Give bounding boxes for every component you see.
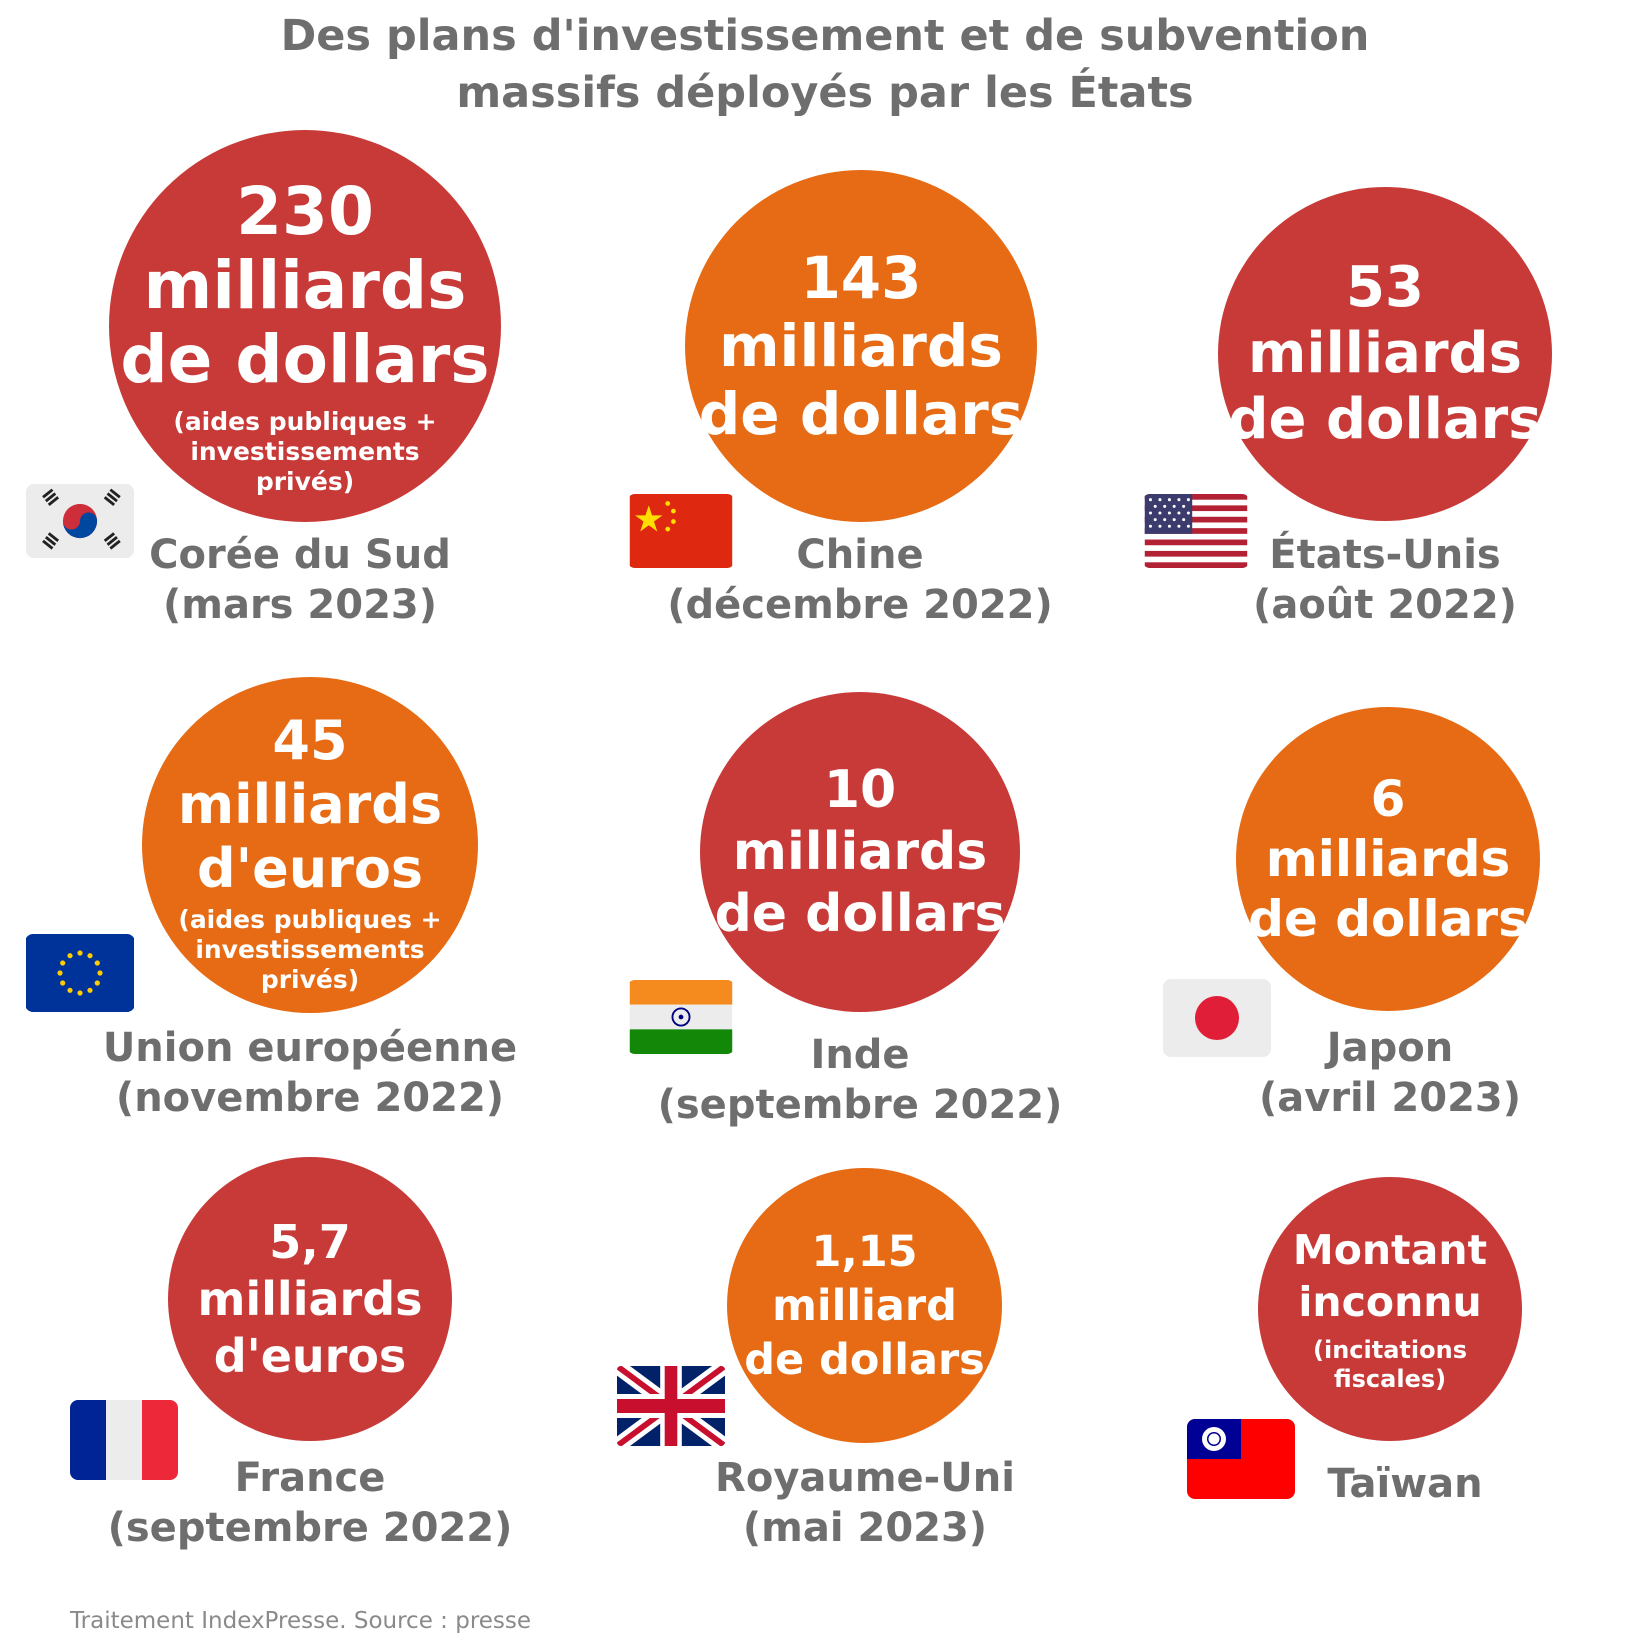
- bubble-france: 5,7 milliards d'euros: [168, 1157, 452, 1441]
- amount-unit: de dollars: [744, 1334, 985, 1385]
- amount-unit: milliards: [1265, 830, 1511, 888]
- taiwan-flag: [1187, 1419, 1295, 1499]
- amount-value: 6: [1370, 770, 1406, 828]
- country-name: États-Unis: [1269, 532, 1501, 578]
- country-label-france: France (septembre 2022): [90, 1453, 530, 1553]
- amount-unit: milliards: [143, 247, 467, 324]
- source-note: Traitement IndexPresse. Source : presse: [70, 1608, 532, 1634]
- title-line-1: Des plans d'investissement et de subvent…: [280, 11, 1370, 61]
- amount-unit: milliards: [177, 773, 443, 836]
- amount-note: privés): [260, 965, 360, 994]
- bubble-uk: 1,15 milliard de dollars: [727, 1168, 1002, 1443]
- country-date: (mars 2023): [162, 582, 438, 628]
- amount-unit: milliards: [732, 822, 988, 882]
- country-name: Taïwan: [1327, 1461, 1483, 1507]
- amount-unit: milliards: [1248, 321, 1522, 386]
- bubble-south-korea: 230 milliards de dollars (aides publique…: [109, 130, 501, 522]
- country-label-india: Inde (septembre 2022): [640, 1030, 1080, 1130]
- amount-unit: de dollars: [1248, 890, 1528, 948]
- amount-unit: de dollars: [1228, 387, 1542, 452]
- country-name: Corée du Sud: [149, 532, 451, 578]
- country-date: (août 2022): [1253, 582, 1517, 628]
- country-date: (novembre 2022): [115, 1075, 505, 1121]
- country-name: Chine: [796, 532, 924, 578]
- amount-value: 5,7: [269, 1214, 351, 1269]
- amount-unit: milliard: [772, 1280, 957, 1331]
- amount-unit: milliards: [197, 1271, 423, 1326]
- amount-note: privés): [255, 467, 355, 496]
- amount-value: 143: [800, 244, 922, 312]
- country-name: Inde: [810, 1032, 910, 1078]
- amount-note: (incitations: [1313, 1336, 1467, 1364]
- country-name: Royaume-Uni: [715, 1455, 1015, 1501]
- japan-flag: [1163, 979, 1271, 1057]
- bubble-japan: 6 milliards de dollars: [1236, 707, 1540, 1011]
- country-label-japan: Japon (avril 2023): [1200, 1023, 1580, 1123]
- amount-value: 45: [272, 709, 348, 772]
- south-korea-flag: [26, 484, 134, 558]
- bubble-china: 143 milliards de dollars: [685, 170, 1037, 522]
- chart-title: Des plans d'investissement et de subvent…: [0, 8, 1650, 122]
- country-date: (septembre 2022): [107, 1505, 513, 1551]
- title-line-2: massifs déployés par les États: [456, 68, 1194, 118]
- country-date: (avril 2023): [1258, 1075, 1522, 1121]
- amount-value: 53: [1346, 255, 1424, 320]
- france-flag: [70, 1400, 178, 1480]
- amount-value: 230: [236, 173, 374, 250]
- country-label-south-korea: Corée du Sud (mars 2023): [100, 530, 500, 630]
- amount-unit: de dollars: [714, 884, 1006, 944]
- amount-note: (aides publiques +: [173, 407, 437, 436]
- bubble-usa: 53 milliards de dollars: [1218, 187, 1552, 521]
- country-name: Union européenne: [102, 1025, 518, 1071]
- amount-note: investissements: [195, 935, 425, 964]
- bubble-eu: 45 milliards d'euros (aides publiques + …: [142, 677, 478, 1013]
- usa-flag: [1142, 494, 1250, 568]
- country-name: France: [234, 1455, 386, 1501]
- amount-unit: de dollars: [120, 321, 490, 398]
- amount-value: 10: [823, 760, 897, 820]
- amount-note: investissements: [190, 437, 420, 466]
- country-name: Japon: [1326, 1025, 1454, 1071]
- bubble-taiwan: Montant inconnu (incitations fiscales): [1258, 1177, 1522, 1441]
- eu-flag: [25, 934, 135, 1012]
- amount-unit: d'euros: [196, 837, 424, 900]
- country-label-usa: États-Unis (août 2022): [1200, 530, 1570, 630]
- amount-label: Montant: [1292, 1226, 1488, 1274]
- country-date: (mai 2023): [742, 1505, 988, 1551]
- amount-unit: d'euros: [213, 1328, 407, 1383]
- country-label-uk: Royaume-Uni (mai 2023): [650, 1453, 1080, 1553]
- india-flag: [627, 980, 735, 1054]
- amount-note: (aides publiques +: [178, 905, 442, 934]
- country-date: (décembre 2022): [667, 582, 1053, 628]
- amount-note: fiscales): [1333, 1365, 1447, 1393]
- country-label-taiwan: Taïwan: [1240, 1459, 1570, 1509]
- amount-unit: de dollars: [698, 380, 1024, 448]
- country-date: (septembre 2022): [657, 1082, 1063, 1128]
- bubble-india: 10 milliards de dollars: [700, 692, 1020, 1012]
- amount-unit: milliards: [719, 312, 1003, 380]
- amount-value: 1,15: [811, 1226, 918, 1277]
- amount-label: inconnu: [1298, 1278, 1482, 1326]
- china-flag: [627, 494, 735, 568]
- country-label-eu: Union européenne (novembre 2022): [80, 1023, 540, 1123]
- uk-flag: [617, 1366, 725, 1446]
- country-label-china: Chine (décembre 2022): [640, 530, 1080, 630]
